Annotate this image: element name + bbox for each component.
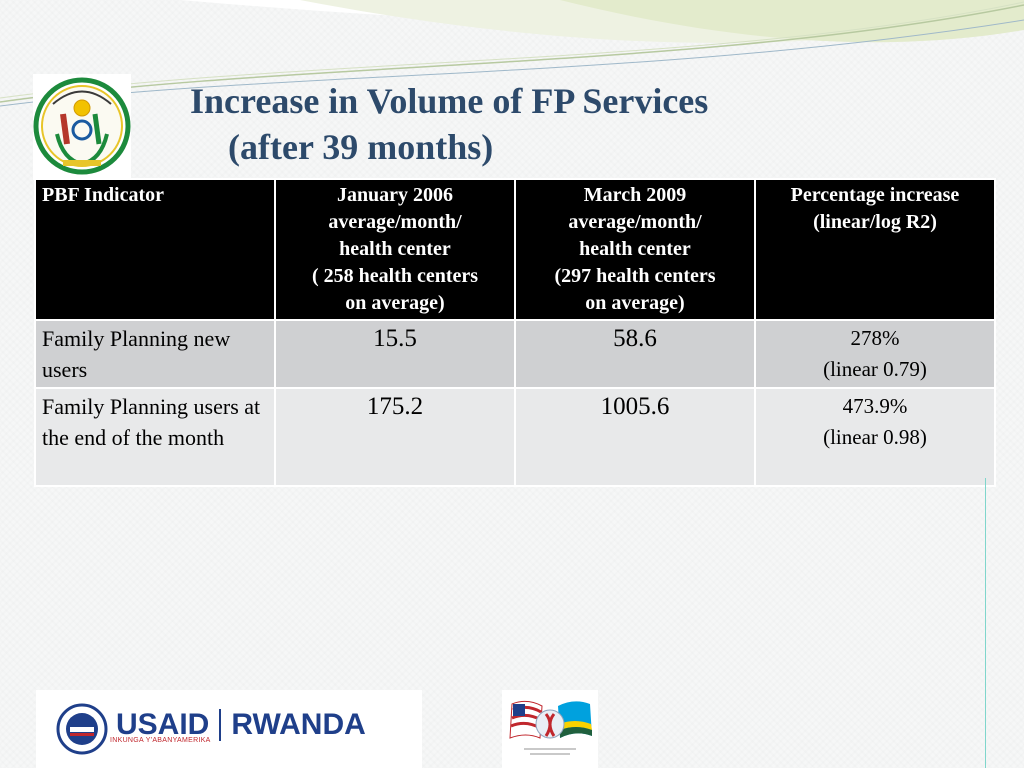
header-jan-line1: January 2006 xyxy=(336,184,454,206)
header-pbf-indicator: PBF Indicator xyxy=(34,178,276,321)
mar-2009-value: 58.6 xyxy=(514,319,756,389)
jan-2006-value: 15.5 xyxy=(274,319,516,389)
header-jan-line4: ( 258 health centers xyxy=(311,265,479,287)
header-mar-line4: (297 health centers xyxy=(554,265,716,287)
header-mar-line1: March 2009 xyxy=(583,184,687,206)
logo-divider xyxy=(219,709,222,741)
header-mar-line3: health center xyxy=(579,238,691,260)
table-row: Family Planning users at the end of the … xyxy=(34,387,996,487)
slide-title-line1: Increase in Volume of FP Services xyxy=(190,81,709,121)
usaid-wordmark: USAID xyxy=(116,708,210,741)
percentage-value: 278% xyxy=(850,326,900,350)
table-row: Family Planning new users 15.5 58.6 278%… xyxy=(34,319,996,389)
fp-services-table: PBF Indicator January 2006 average/month… xyxy=(34,178,996,487)
header-jan-line2: average/month/ xyxy=(328,211,462,233)
usaid-tagline: INKUNGA Y'ABANYAMERIKA xyxy=(110,737,211,744)
usaid-rwanda-logo: USAID RWANDA INKUNGA Y'ABANYAMERIKA xyxy=(36,690,422,768)
usaid-seal-icon xyxy=(56,703,108,755)
header-march-2009: March 2009 average/month/ health center … xyxy=(514,178,756,321)
header-pct-line2: (linear/log R2) xyxy=(813,211,937,233)
mar-2009-value: 1005.6 xyxy=(514,387,756,487)
slide-title-line2: (after 39 months) xyxy=(228,127,494,167)
row-label: Family Planning new users xyxy=(34,319,276,389)
rwanda-wordmark: RWANDA xyxy=(231,708,366,741)
header-pct-line1: Percentage increase xyxy=(790,184,960,206)
table-header-row: PBF Indicator January 2006 average/month… xyxy=(34,178,996,321)
header-swoosh-decoration xyxy=(0,0,1024,107)
row-label: Family Planning users at the end of the … xyxy=(34,387,276,487)
us-rwanda-flags-logo xyxy=(502,690,598,768)
fit-value: (linear 0.98) xyxy=(823,425,927,449)
slide-title: Increase in Volume of FP Services (after… xyxy=(130,78,890,170)
header-mar-line5: on average) xyxy=(585,292,685,314)
header-jan-line3: health center xyxy=(339,238,451,260)
decorative-divider xyxy=(985,478,986,768)
jan-2006-value: 175.2 xyxy=(274,387,516,487)
header-mar-line2: average/month/ xyxy=(568,211,702,233)
percentage-increase-cell: 473.9% (linear 0.98) xyxy=(754,387,996,487)
rwanda-coat-of-arms-logo xyxy=(33,74,131,180)
percentage-value: 473.9% xyxy=(842,394,908,418)
percentage-increase-cell: 278% (linear 0.79) xyxy=(754,319,996,389)
fit-value: (linear 0.79) xyxy=(823,357,927,381)
header-percentage-increase: Percentage increase (linear/log R2) xyxy=(754,178,996,321)
rwanda-flag-icon xyxy=(558,701,592,738)
header-jan-line5: on average) xyxy=(345,292,445,314)
header-january-2006: January 2006 average/month/ health cente… xyxy=(274,178,516,321)
